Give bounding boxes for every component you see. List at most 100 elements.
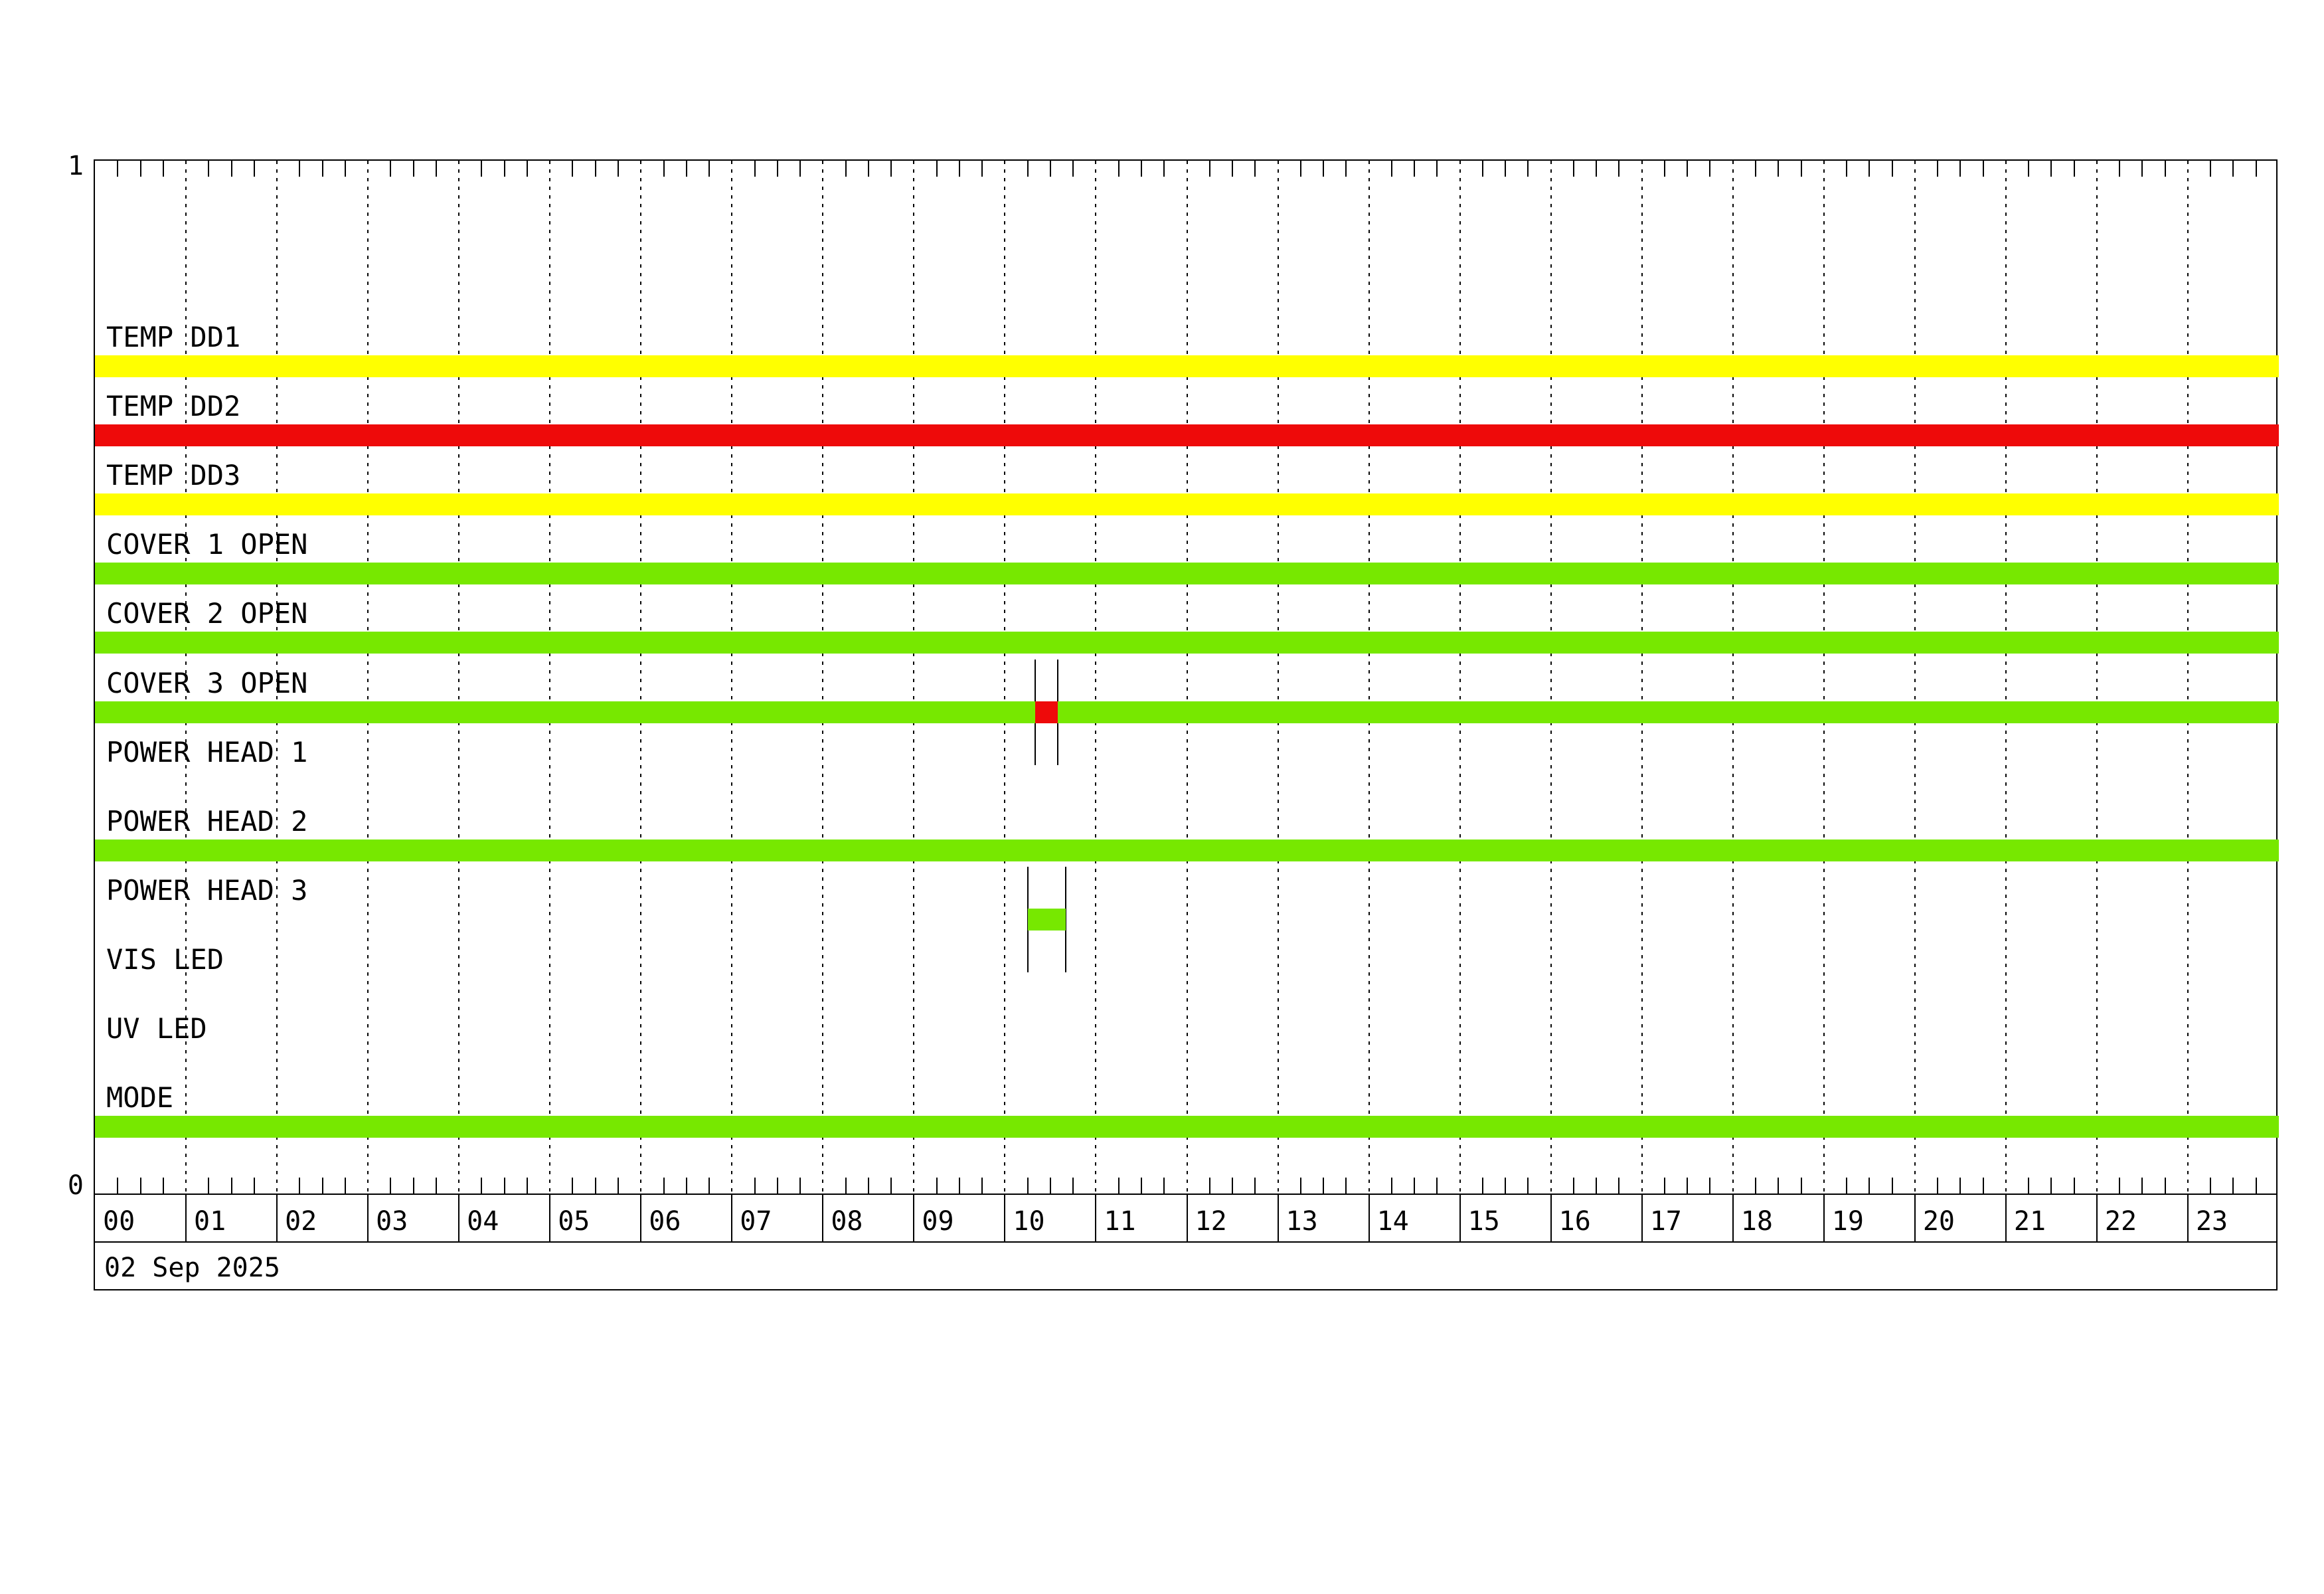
status-segment xyxy=(95,839,2279,861)
status-segment xyxy=(95,632,2279,654)
quarter-hour-tick xyxy=(663,1178,665,1194)
hour-label: 09 xyxy=(922,1206,954,1237)
quarter-hour-tick xyxy=(1527,161,1529,177)
quarter-hour-tick xyxy=(1163,1178,1165,1194)
hour-gridline xyxy=(185,161,187,1194)
hour-label: 07 xyxy=(740,1206,772,1237)
hour-label: 03 xyxy=(376,1206,408,1237)
quarter-hour-tick xyxy=(253,161,255,177)
quarter-hour-tick xyxy=(1687,1178,1689,1194)
quarter-hour-tick xyxy=(117,161,119,177)
hour-separator xyxy=(913,1195,915,1241)
quarter-hour-tick xyxy=(890,1178,892,1194)
quarter-hour-tick xyxy=(1618,161,1620,177)
quarter-hour-tick xyxy=(2164,1178,2166,1194)
quarter-hour-tick xyxy=(321,161,323,177)
hour-separator xyxy=(1914,1195,1916,1241)
quarter-hour-tick xyxy=(754,161,756,177)
hour-label: 11 xyxy=(1104,1206,1136,1237)
quarter-hour-tick xyxy=(1937,1178,1939,1194)
hour-separator xyxy=(1459,1195,1461,1241)
row-label: COVER 2 OPEN xyxy=(106,597,308,630)
quarter-hour-tick xyxy=(1959,161,1961,177)
row-label: POWER HEAD 1 xyxy=(106,735,308,768)
quarter-hour-tick xyxy=(867,1178,869,1194)
quarter-hour-tick xyxy=(2255,1178,2257,1194)
quarter-hour-tick xyxy=(981,1178,983,1194)
hour-separator xyxy=(1823,1195,1825,1241)
hour-gridline xyxy=(276,161,278,1194)
quarter-hour-tick xyxy=(1049,161,1051,177)
hour-gridline xyxy=(1550,161,1552,1194)
quarter-hour-tick xyxy=(572,161,574,177)
hour-label: 08 xyxy=(831,1206,863,1237)
hour-label: 17 xyxy=(1649,1206,1682,1237)
hour-label: 13 xyxy=(1286,1206,1318,1237)
quarter-hour-tick xyxy=(1299,161,1301,177)
plot-area: TEMP DD1 TEMP DD2 TEMP DD3 COVER 1 OPEN COVE… xyxy=(94,159,2279,1195)
quarter-hour-tick xyxy=(2050,161,2052,177)
quarter-hour-tick xyxy=(1323,1178,1325,1194)
quarter-hour-tick xyxy=(2028,1178,2030,1194)
quarter-hour-tick xyxy=(1663,161,1665,177)
status-segment xyxy=(95,355,2279,377)
quarter-hour-tick xyxy=(1572,161,1574,177)
hour-gridline xyxy=(549,161,551,1194)
hour-label: 23 xyxy=(2195,1206,2228,1237)
hour-separator xyxy=(2005,1195,2007,1241)
quarter-hour-tick xyxy=(572,1178,574,1194)
quarter-hour-tick xyxy=(2141,1178,2143,1194)
quarter-hour-tick xyxy=(1800,1178,1802,1194)
quarter-hour-tick xyxy=(1778,1178,1780,1194)
quarter-hour-tick xyxy=(1618,1178,1620,1194)
hour-label: 22 xyxy=(2104,1206,2137,1237)
date-label: 02 Sep 2025 xyxy=(104,1253,280,1283)
quarter-hour-tick xyxy=(253,1178,255,1194)
hour-gridline xyxy=(1186,161,1188,1194)
quarter-hour-tick xyxy=(799,1178,801,1194)
row-label: TEMP DD3 xyxy=(106,459,241,492)
hour-gridline xyxy=(1641,161,1643,1194)
quarter-hour-tick xyxy=(1982,161,1984,177)
quarter-hour-tick xyxy=(139,161,141,177)
quarter-hour-tick xyxy=(412,1178,414,1194)
quarter-hour-tick xyxy=(1299,1178,1301,1194)
hour-label: 10 xyxy=(1013,1206,1045,1237)
status-segment xyxy=(95,493,2279,516)
row-label: POWER HEAD 2 xyxy=(106,804,308,838)
quarter-hour-tick xyxy=(1208,1178,1210,1194)
quarter-hour-tick xyxy=(1072,1178,1074,1194)
hour-gridline xyxy=(822,161,824,1194)
row-label: COVER 1 OPEN xyxy=(106,528,308,561)
hour-label: 00 xyxy=(103,1206,135,1237)
status-segment xyxy=(1027,908,1066,930)
status-segment xyxy=(95,701,1036,723)
quarter-hour-tick xyxy=(1937,161,1939,177)
quarter-hour-tick xyxy=(1481,1178,1483,1194)
row-label: TEMP DD2 xyxy=(106,390,241,423)
quarter-hour-tick xyxy=(2255,161,2257,177)
quarter-hour-tick xyxy=(390,161,392,177)
hour-separator xyxy=(731,1195,733,1241)
quarter-hour-tick xyxy=(1072,161,1074,177)
quarter-hour-tick xyxy=(708,1178,710,1194)
hour-separator xyxy=(1004,1195,1006,1241)
hour-gridline xyxy=(640,161,642,1194)
quarter-hour-tick xyxy=(162,1178,164,1194)
quarter-hour-tick xyxy=(1140,1178,1142,1194)
transition-marker xyxy=(1064,866,1066,972)
quarter-hour-tick xyxy=(1436,161,1438,177)
hour-separator xyxy=(2096,1195,2098,1241)
quarter-hour-tick xyxy=(1254,161,1256,177)
quarter-hour-tick xyxy=(162,161,164,177)
quarter-hour-tick xyxy=(1027,161,1029,177)
quarter-hour-tick xyxy=(776,1178,778,1194)
quarter-hour-tick xyxy=(1140,161,1142,177)
quarter-hour-tick xyxy=(481,1178,483,1194)
quarter-hour-tick xyxy=(1663,1178,1665,1194)
quarter-hour-tick xyxy=(890,161,892,177)
status-segment xyxy=(95,424,2279,447)
quarter-hour-tick xyxy=(1390,1178,1392,1194)
hour-gridline xyxy=(1004,161,1006,1194)
status-segment xyxy=(1035,701,1058,723)
